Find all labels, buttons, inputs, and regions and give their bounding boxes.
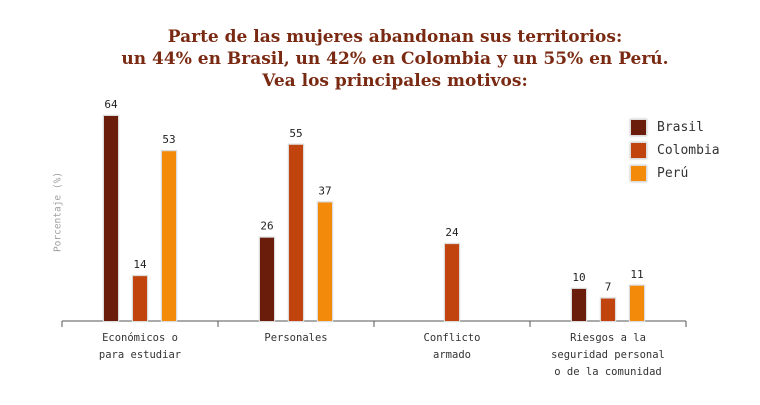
- data-label-brasil-3: 10: [572, 271, 585, 284]
- legend-label-colombia: Colombia: [657, 142, 720, 158]
- x-tick-label-3: Riesgos a la seguridad personal o de la co…: [551, 332, 665, 378]
- x-tick-label-1: Personales: [264, 332, 327, 344]
- data-label-peru-0: 53: [162, 133, 175, 146]
- legend-label-brasil: Brasil: [657, 119, 704, 135]
- legend: Brasil Colombia Perú: [630, 116, 720, 185]
- chart-title-line-3: Vea los principales motivos:: [262, 71, 528, 91]
- bar-peru-3: [628, 284, 646, 323]
- bar-peru-0: [160, 149, 178, 323]
- legend-swatch-brasil: [630, 118, 647, 136]
- bar-colombia-0: [131, 274, 149, 323]
- legend-item-colombia: Colombia: [630, 139, 720, 161]
- legend-item-peru: Perú: [630, 162, 720, 184]
- bar-colombia-2: [443, 242, 461, 323]
- data-label-peru-1: 37: [318, 184, 331, 197]
- legend-item-brasil: Brasil: [630, 116, 720, 138]
- data-label-colombia-1: 55: [289, 127, 302, 140]
- bar-brasil-1: [258, 236, 276, 323]
- x-tick-label-2: Conflicto armado: [424, 332, 481, 361]
- chart-title: Parte de las mujeres abandonan sus terri…: [0, 26, 760, 92]
- data-label-colombia-3: 7: [605, 281, 612, 294]
- legend-label-peru: Perú: [657, 165, 689, 181]
- bar-colombia-3: [599, 297, 617, 323]
- x-tick-label-0: Económicos o para estudiar: [99, 332, 181, 361]
- legend-swatch-peru: [630, 164, 647, 182]
- bar-colombia-1: [287, 143, 305, 323]
- data-label-colombia-2: 24: [445, 226, 459, 239]
- data-label-brasil-0: 64: [104, 98, 118, 111]
- chart-title-line-2: un 44% en Brasil, un 42% en Colombia y u…: [121, 49, 669, 69]
- data-label-peru-3: 11: [630, 268, 643, 281]
- legend-swatch-colombia: [630, 141, 647, 159]
- bar-brasil-3: [570, 287, 588, 323]
- chart-title-line-1: Parte de las mujeres abandonan sus terri…: [167, 27, 623, 47]
- bar-peru-1: [316, 201, 334, 323]
- data-label-colombia-0: 14: [133, 258, 147, 271]
- bar-brasil-0: [102, 114, 120, 323]
- data-label-brasil-1: 26: [260, 220, 273, 233]
